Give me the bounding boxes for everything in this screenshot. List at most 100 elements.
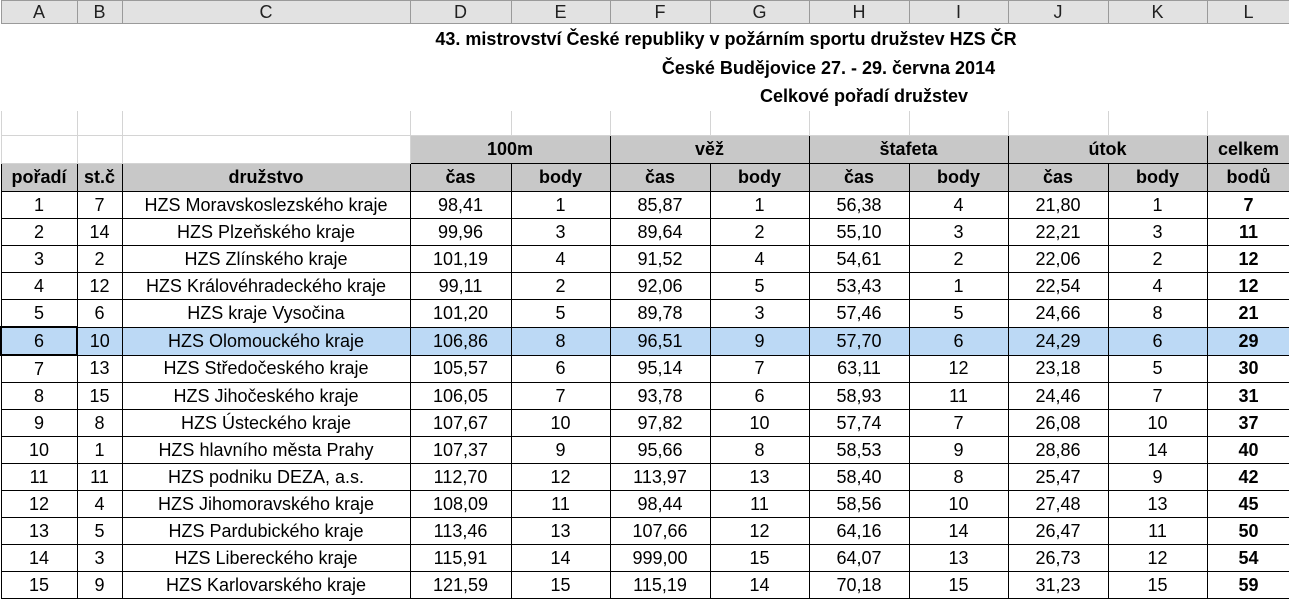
- cell-stafeta-body[interactable]: 7: [908, 409, 1009, 437]
- header-stafeta-body[interactable]: body: [908, 163, 1009, 192]
- cell-poradi[interactable]: 9: [0, 409, 78, 437]
- cell-utok-body[interactable]: 7: [1107, 382, 1208, 410]
- table-row[interactable]: 14 3 HZS Libereckého kraje 115,91 14 999,00 15…: [0, 544, 1289, 572]
- cell-veze-cas[interactable]: 95,14: [609, 354, 711, 383]
- cell-druzstvo[interactable]: HZS kraje Vysočina: [121, 299, 411, 328]
- cell-stafeta-cas[interactable]: 58,93: [808, 382, 910, 410]
- cell-veze-cas[interactable]: 91,52: [609, 245, 711, 273]
- cell-100m-cas[interactable]: 101,19: [409, 245, 512, 273]
- cell-100m-cas[interactable]: 115,91: [409, 544, 512, 572]
- cell-poradi[interactable]: 15: [0, 571, 78, 599]
- cell-utok-cas[interactable]: 22,21: [1007, 218, 1109, 246]
- table-row[interactable]: 5 6 HZS kraje Vysočina 101,20 5 89,78 3 57,46 5 2…: [0, 299, 1289, 328]
- cell-stafeta-cas[interactable]: 58,40: [808, 463, 910, 491]
- cell-100m-cas[interactable]: 98,41: [409, 191, 512, 219]
- cell-stafeta-cas[interactable]: 63,11: [808, 354, 910, 383]
- cell-100m-body[interactable]: 2: [510, 272, 611, 300]
- cell-utok-body[interactable]: 5: [1107, 354, 1208, 383]
- cell-100m-cas[interactable]: 112,70: [409, 463, 512, 491]
- cell-utok-cas[interactable]: 24,66: [1007, 299, 1109, 328]
- cell-100m-cas[interactable]: 99,11: [409, 272, 512, 300]
- cell-start-number[interactable]: 11: [76, 463, 123, 491]
- column-header-j[interactable]: J: [1007, 0, 1109, 24]
- cell-utok-body[interactable]: 10: [1107, 409, 1208, 437]
- cell-druzstvo[interactable]: HZS Jihomoravského kraje: [121, 490, 411, 518]
- cell-poradi[interactable]: 13: [0, 517, 78, 545]
- cell-utok-body[interactable]: 12: [1107, 544, 1208, 572]
- cell-start-number[interactable]: 2: [76, 245, 123, 273]
- cell-veze-cas[interactable]: 97,82: [609, 409, 711, 437]
- cell-veze-cas[interactable]: 93,78: [609, 382, 711, 410]
- cell-100m-body[interactable]: 11: [510, 490, 611, 518]
- cell-druzstvo[interactable]: HZS Plzeňského kraje: [121, 218, 411, 246]
- cell-celkem-bodu[interactable]: 30: [1206, 354, 1289, 383]
- cell-stafeta-cas[interactable]: 56,38: [808, 191, 910, 219]
- cell-poradi[interactable]: 11: [0, 463, 78, 491]
- cell-veze-cas[interactable]: 95,66: [609, 436, 711, 464]
- cell-start-number[interactable]: 6: [76, 299, 123, 328]
- cell-veze-cas[interactable]: 89,78: [609, 299, 711, 328]
- cell-veze-cas[interactable]: 107,66: [609, 517, 711, 545]
- cell-druzstvo[interactable]: HZS Zlínského kraje: [121, 245, 411, 273]
- column-header-e[interactable]: E: [510, 0, 611, 24]
- cell-stafeta-body[interactable]: 5: [908, 299, 1009, 328]
- cell-stafeta-body[interactable]: 13: [908, 544, 1009, 572]
- cell-stafeta-cas[interactable]: 54,61: [808, 245, 910, 273]
- cell-poradi[interactable]: 14: [0, 544, 78, 572]
- cell-celkem-bodu[interactable]: 11: [1206, 218, 1289, 246]
- cell-100m-body[interactable]: 4: [510, 245, 611, 273]
- cell-poradi[interactable]: 2: [0, 218, 78, 246]
- cell-veze-body[interactable]: 3: [709, 299, 810, 328]
- sheet-subtitle[interactable]: České Budějovice 27. - 29. června 2014: [661, 58, 996, 78]
- cell-100m-body[interactable]: 15: [510, 571, 611, 599]
- column-header-g[interactable]: G: [709, 0, 810, 24]
- table-row[interactable]: 6 10 HZS Olomouckého kraje 106,86 8 96,51 9 57,…: [0, 326, 1289, 356]
- cell-100m-body[interactable]: 12: [510, 463, 611, 491]
- cell-veze-cas[interactable]: 999,00: [609, 544, 711, 572]
- cell-stafeta-cas[interactable]: 53,43: [808, 272, 910, 300]
- group-header-veze[interactable]: věž: [609, 135, 810, 164]
- cell-100m-body[interactable]: 14: [510, 544, 611, 572]
- cell-utok-cas[interactable]: 23,18: [1007, 354, 1109, 383]
- cell-stafeta-body[interactable]: 12: [908, 354, 1009, 383]
- table-row[interactable]: 15 9 HZS Karlovarského kraje 121,59 15 115,19…: [0, 571, 1289, 599]
- header-veze-body[interactable]: body: [709, 163, 810, 192]
- cell-start-number[interactable]: 14: [76, 218, 123, 246]
- header-100m-body[interactable]: body: [510, 163, 611, 192]
- cell-druzstvo[interactable]: HZS Olomouckého kraje: [121, 326, 411, 356]
- cell-veze-body[interactable]: 2: [709, 218, 810, 246]
- cell-stafeta-cas[interactable]: 58,56: [808, 490, 910, 518]
- cell-stafeta-body[interactable]: 15: [908, 571, 1009, 599]
- cell-utok-cas[interactable]: 27,48: [1007, 490, 1109, 518]
- cell-utok-cas[interactable]: 22,06: [1007, 245, 1109, 273]
- cell-celkem-bodu[interactable]: 37: [1206, 409, 1289, 437]
- cell-100m-body[interactable]: 10: [510, 409, 611, 437]
- cell-celkem-bodu[interactable]: 45: [1206, 490, 1289, 518]
- cell-start-number[interactable]: 3: [76, 544, 123, 572]
- cell-veze-body[interactable]: 11: [709, 490, 810, 518]
- table-row[interactable]: 11 11 HZS podniku DEZA, a.s. 112,70 12 113,97…: [0, 463, 1289, 491]
- cell-100m-body[interactable]: 9: [510, 436, 611, 464]
- cell-100m-cas[interactable]: 101,20: [409, 299, 512, 328]
- cell-start-number[interactable]: 5: [76, 517, 123, 545]
- cell-stafeta-body[interactable]: 2: [908, 245, 1009, 273]
- cell-stafeta-cas[interactable]: 64,07: [808, 544, 910, 572]
- column-header-c[interactable]: C: [121, 0, 411, 24]
- cell-druzstvo[interactable]: HZS Jihočeského kraje: [121, 382, 411, 410]
- cell-veze-body[interactable]: 13: [709, 463, 810, 491]
- cell-utok-cas[interactable]: 26,73: [1007, 544, 1109, 572]
- cell-stafeta-body[interactable]: 3: [908, 218, 1009, 246]
- cell-100m-cas[interactable]: 121,59: [409, 571, 512, 599]
- cell-veze-body[interactable]: 1: [709, 191, 810, 219]
- cell-druzstvo[interactable]: HZS Karlovarského kraje: [121, 571, 411, 599]
- cell-veze-cas[interactable]: 115,19: [609, 571, 711, 599]
- cell-utok-cas[interactable]: 31,23: [1007, 571, 1109, 599]
- cell-100m-body[interactable]: 3: [510, 218, 611, 246]
- cell-poradi[interactable]: 1: [0, 191, 78, 219]
- cell-druzstvo[interactable]: HZS Ústeckého kraje: [121, 409, 411, 437]
- column-header-k[interactable]: K: [1107, 0, 1208, 24]
- cell-druzstvo[interactable]: HZS podniku DEZA, a.s.: [121, 463, 411, 491]
- cell-utok-body[interactable]: 1: [1107, 191, 1208, 219]
- cell-utok-body[interactable]: 6: [1107, 326, 1208, 356]
- cell-celkem-bodu[interactable]: 42: [1206, 463, 1289, 491]
